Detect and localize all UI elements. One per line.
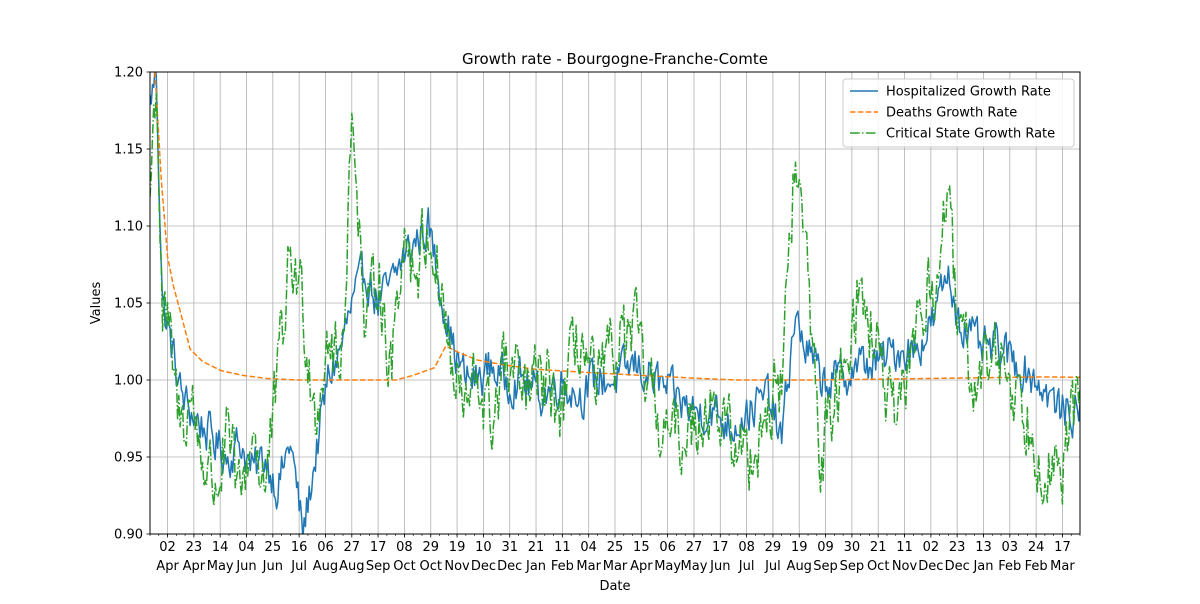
x-tick-day-label: 13 — [975, 540, 992, 555]
x-tick-month-label: Apr — [630, 559, 653, 574]
legend: Hospitalized Growth Rate Deaths Growth Ra… — [842, 78, 1075, 148]
x-tick-month-label: Oct — [393, 559, 415, 574]
x-tick-month-label: Feb — [1025, 559, 1048, 574]
x-tick-day-label: 17 — [1054, 540, 1071, 555]
x-tick-day-label: 27 — [344, 540, 361, 555]
x-tick-month-label: Dec — [471, 559, 496, 574]
legend-label-0: Hospitalized Growth Rate — [886, 85, 1051, 100]
y-tick-label: 1.00 — [114, 374, 143, 389]
x-tick-day-label: 17 — [370, 540, 387, 555]
x-tick-month-label: Jul — [290, 559, 307, 574]
series-layer — [150, 72, 1080, 534]
x-tick-month-label: Mar — [603, 559, 628, 574]
x-tick-month-label: Dec — [918, 559, 943, 574]
x-tick-day-label: 02 — [159, 540, 176, 555]
x-tick-month-label: Jun — [709, 559, 730, 574]
x-tick-month-label: Dec — [497, 559, 522, 574]
x-tick-month-label: Aug — [787, 559, 812, 574]
x-tick-day-label: 29 — [422, 540, 439, 555]
x-tick-month-label: Oct — [867, 559, 889, 574]
x-tick-month-label: Nov — [444, 559, 470, 574]
y-tick-label: 1.20 — [114, 66, 143, 81]
x-tick-month-label: Sep — [840, 559, 865, 574]
x-tick-day-label: 06 — [659, 540, 676, 555]
x-axis: 02 Apr 23 Apr 14 May 04 Jun 25 Jun 16 Jul 06 Aug 27 Aug… — [149, 534, 1081, 574]
y-tick-label: 1.15 — [114, 143, 143, 158]
chart-title: Growth rate - Bourgogne-Franche-Comte — [462, 50, 768, 68]
y-tick-label: 1.05 — [114, 297, 143, 312]
x-tick-day-label: 09 — [817, 540, 834, 555]
x-tick-month-label: Jan — [525, 559, 546, 574]
series-line-2 — [150, 92, 1080, 507]
x-tick-month-label: Aug — [339, 559, 364, 574]
x-tick-month-label: Apr — [183, 559, 206, 574]
x-tick-day-label: 06 — [317, 540, 334, 555]
legend-label-2: Critical State Growth Rate — [886, 127, 1055, 142]
x-tick-day-label: 29 — [765, 540, 782, 555]
x-tick-month-label: Oct — [420, 559, 442, 574]
x-tick-month-label: Jun — [235, 559, 256, 574]
x-tick-month-label: Dec — [945, 559, 970, 574]
x-tick-day-label: 16 — [291, 540, 308, 555]
x-tick-month-label: Mar — [1050, 559, 1075, 574]
y-axis: 0.90 0.95 1.00 1.05 1.10 1.15 1.20 — [114, 66, 150, 543]
grid-lines — [150, 71, 1080, 535]
x-tick-day-label: 19 — [791, 540, 808, 555]
x-tick-day-label: 14 — [212, 540, 229, 555]
x-tick-day-label: 27 — [686, 540, 703, 555]
y-axis-label: Values — [89, 282, 104, 325]
x-tick-day-label: 10 — [475, 540, 492, 555]
x-tick-month-label: May — [654, 559, 681, 574]
x-tick-month-label: May — [207, 559, 234, 574]
x-tick-day-label: 03 — [1002, 540, 1019, 555]
x-tick-month-label: Nov — [892, 559, 918, 574]
y-tick-label: 0.90 — [114, 528, 143, 543]
x-tick-day-label: 08 — [738, 540, 755, 555]
legend-box — [842, 78, 1075, 148]
series-line-0 — [150, 72, 1080, 534]
series-line-1 — [154, 72, 1080, 381]
x-tick-month-label: May — [681, 559, 708, 574]
x-tick-month-label: Sep — [366, 559, 391, 574]
x-tick-day-label: 17 — [712, 540, 729, 555]
x-tick-day-label: 21 — [870, 540, 887, 555]
x-tick-day-label: 23 — [949, 540, 966, 555]
x-tick-month-label: Feb — [551, 559, 574, 574]
x-tick-month-label: Jan — [972, 559, 993, 574]
x-tick-day-label: 21 — [528, 540, 545, 555]
legend-label-1: Deaths Growth Rate — [886, 106, 1017, 121]
x-tick-day-label: 23 — [186, 540, 203, 555]
x-tick-day-label: 19 — [449, 540, 466, 555]
x-tick-day-label: 31 — [501, 540, 518, 555]
x-tick-day-label: 30 — [844, 540, 861, 555]
x-tick-month-label: Jul — [764, 559, 781, 574]
x-tick-day-label: 04 — [580, 540, 597, 555]
x-tick-day-label: 25 — [607, 540, 624, 555]
x-tick-day-label: 25 — [265, 540, 282, 555]
x-tick-day-label: 02 — [923, 540, 940, 555]
y-tick-label: 1.10 — [114, 220, 143, 235]
x-tick-month-label: Aug — [313, 559, 338, 574]
x-axis-label: Date — [599, 579, 630, 594]
x-tick-day-label: 11 — [554, 540, 571, 555]
x-tick-day-label: 15 — [633, 540, 650, 555]
x-tick-month-label: Mar — [576, 559, 601, 574]
x-tick-day-label: 11 — [896, 540, 913, 555]
x-tick-month-label: Apr — [156, 559, 179, 574]
x-tick-month-label: Jul — [738, 559, 755, 574]
y-tick-label: 0.95 — [114, 451, 143, 466]
x-tick-month-label: Sep — [813, 559, 838, 574]
x-tick-day-label: 04 — [238, 540, 255, 555]
x-tick-day-label: 08 — [396, 540, 413, 555]
x-tick-month-label: Feb — [998, 559, 1021, 574]
x-tick-day-label: 24 — [1028, 540, 1045, 555]
x-tick-month-label: Jun — [262, 559, 283, 574]
